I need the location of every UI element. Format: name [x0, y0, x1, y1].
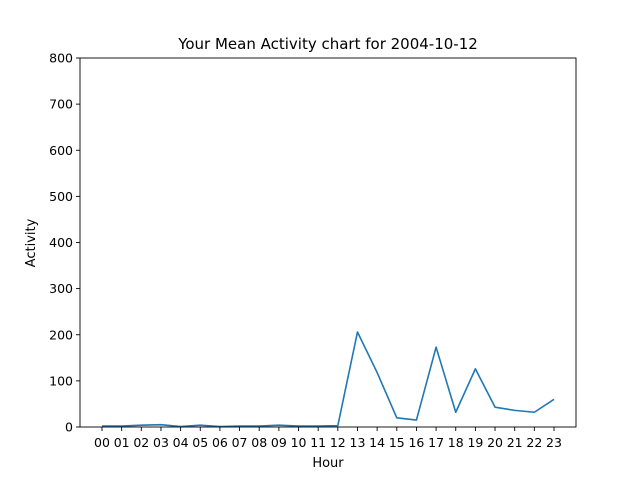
x-tick-label: 11: [310, 435, 326, 450]
x-tick-label: 04: [173, 435, 189, 450]
x-tick-label: 03: [153, 435, 169, 450]
x-tick-label: 05: [192, 435, 208, 450]
x-tick-label: 09: [271, 435, 287, 450]
plot-area-frame: [79, 57, 577, 428]
x-axis-label: Hour: [312, 456, 344, 471]
x-tick-label: 13: [350, 435, 366, 450]
y-tick-label: 600: [49, 143, 73, 158]
x-tick-label: 00: [94, 435, 110, 450]
y-tick-label: 0: [65, 420, 73, 435]
chart-title: Your Mean Activity chart for 2004-10-12: [177, 35, 478, 53]
y-tick-label: 400: [49, 235, 73, 250]
y-tick-label: 300: [49, 281, 73, 296]
x-tick-label: 16: [408, 435, 424, 450]
x-tick-label: 18: [448, 435, 464, 450]
x-tick-label: 06: [212, 435, 228, 450]
x-tick-label: 01: [114, 435, 130, 450]
x-tick-label: 08: [251, 435, 267, 450]
y-axis-ticks: 0 100 200 300 400 500 600 700 800: [49, 51, 80, 435]
x-tick-label: 02: [133, 435, 149, 450]
y-tick-label: 800: [49, 51, 73, 66]
x-tick-label: 20: [487, 435, 503, 450]
x-axis-ticks: 00 01 02 03 04 05 06 07 08 09 10 11 12 13 14 15 16 17 18 19…: [94, 427, 562, 450]
series-line-activity: [102, 331, 555, 428]
x-tick-label: 21: [507, 435, 523, 450]
x-tick-label: 15: [389, 435, 405, 450]
x-tick-label: 23: [546, 435, 562, 450]
x-tick-label: 19: [467, 435, 483, 450]
y-tick-label: 500: [49, 189, 73, 204]
y-tick-label: 100: [49, 373, 73, 388]
y-tick-label: 200: [49, 327, 73, 342]
x-tick-label: 10: [291, 435, 307, 450]
x-tick-label: 17: [428, 435, 444, 450]
x-tick-label: 07: [232, 435, 248, 450]
x-tick-label: 14: [369, 435, 385, 450]
x-tick-label: 12: [330, 435, 346, 450]
y-axis-label: Activity: [24, 218, 39, 267]
y-tick-label: 700: [49, 97, 73, 112]
x-tick-label: 22: [526, 435, 542, 450]
